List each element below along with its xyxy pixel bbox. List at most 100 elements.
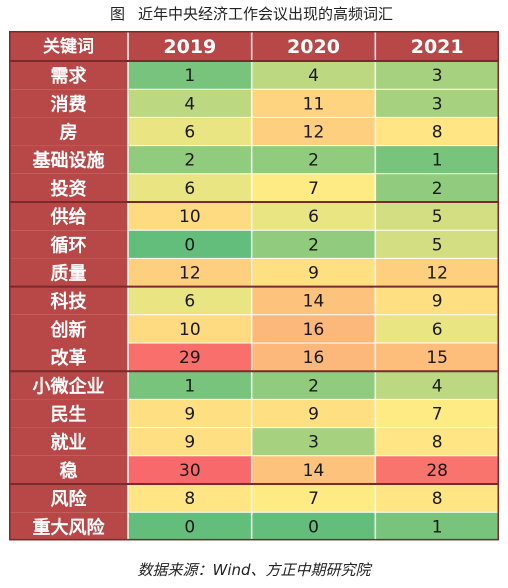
cell-value: 2: [432, 179, 443, 199]
heat-cell: [375, 89, 499, 118]
cell-value: 6: [308, 207, 319, 227]
heat-cell: [375, 117, 499, 146]
keyword-cell-bg: [9, 371, 128, 400]
cell-value: 2: [308, 235, 319, 255]
cell-value: 30: [179, 461, 201, 481]
heat-cell: [251, 427, 376, 456]
cell-value: 9: [308, 405, 319, 425]
cell-value: 3: [308, 433, 319, 453]
keyword-cell-bg: [9, 484, 128, 513]
keyword-label: 房: [60, 122, 78, 144]
keyword-cell-bg: [9, 314, 128, 343]
cell-value: 12: [426, 264, 448, 284]
cell-value: 0: [184, 235, 195, 255]
keyword-label: 稳: [60, 460, 78, 482]
heat-cell: [375, 427, 499, 456]
cell-value: 15: [426, 348, 448, 368]
heat-cell: [251, 399, 376, 428]
cell-value: 5: [432, 207, 443, 227]
cell-value: 7: [308, 179, 319, 199]
keyword-label: 改革: [51, 347, 87, 369]
keyword-cell-bg: [9, 455, 128, 484]
keyword-cell-bg: [9, 145, 128, 174]
cell-value: 2: [308, 151, 319, 171]
cell-value: 6: [184, 179, 195, 199]
heat-cell: [128, 258, 252, 287]
heat-cell: [251, 117, 376, 146]
cell-value: 28: [426, 461, 448, 481]
header-keyword: 关键词: [43, 36, 94, 57]
cell-value: 9: [184, 405, 195, 425]
heat-cell: [251, 484, 376, 513]
keyword-label: 风险: [51, 488, 88, 510]
keyword-cell-bg: [9, 117, 128, 146]
heat-cell: [251, 314, 376, 343]
heat-cell: [251, 230, 376, 259]
cell-value: 1: [184, 376, 195, 396]
heat-cell: [128, 117, 252, 146]
cell-value: 3: [432, 94, 443, 114]
cell-value: 6: [432, 320, 443, 340]
cell-value: 6: [184, 123, 195, 143]
heat-cell: [375, 314, 499, 343]
cell-value: 10: [179, 320, 201, 340]
header-year-2021: 2021: [411, 36, 464, 58]
cell-value: 2: [184, 151, 195, 171]
keyword-label: 科技: [51, 291, 88, 313]
heat-cell: [128, 230, 252, 259]
cell-value: 0: [184, 517, 195, 537]
keyword-cell-bg: [9, 258, 128, 287]
heat-cell: [251, 371, 376, 400]
cell-value: 7: [432, 405, 443, 425]
heat-cell: [375, 173, 499, 202]
heat-cell: [375, 484, 499, 513]
heat-cell: [375, 343, 499, 372]
keyword-label: 民生: [51, 404, 87, 426]
keyword-label: 基础设施: [32, 150, 105, 172]
data-source-note: 数据来源：Wind、方正中期研究院: [137, 561, 371, 579]
heat-cell: [128, 145, 252, 174]
cell-value: 4: [432, 376, 443, 396]
heat-cell: [251, 286, 376, 315]
heat-cell: [128, 314, 252, 343]
heat-cell: [375, 399, 499, 428]
heat-cell: [128, 343, 252, 372]
header-row-bg: [9, 31, 499, 61]
cell-value: 4: [184, 94, 195, 114]
keyword-cell-bg: [9, 427, 128, 456]
keyword-cell-bg: [9, 512, 128, 541]
keyword-cell-bg: [9, 399, 128, 428]
heat-cell: [128, 427, 252, 456]
heat-cell: [375, 371, 499, 400]
keyword-label: 投资: [51, 178, 87, 200]
heat-cell: [251, 455, 376, 484]
cell-value: 1: [432, 517, 443, 537]
keyword-label: 供给: [50, 206, 87, 228]
cell-value: 2: [308, 376, 319, 396]
figure-title: 近年中央经济工作会议出现的高频词汇: [138, 5, 394, 23]
heat-cell: [375, 61, 499, 90]
table-border: [9, 31, 499, 541]
heat-cell: [251, 173, 376, 202]
heat-cell: [251, 343, 376, 372]
cell-value: 16: [303, 348, 325, 368]
heat-cell: [128, 202, 252, 231]
keyword-label: 质量: [51, 263, 87, 285]
keyword-cell-bg: [9, 89, 128, 118]
heat-cell: [375, 230, 499, 259]
keyword-cell-bg: [9, 61, 128, 90]
heat-cell: [128, 455, 252, 484]
header-year-2020: 2020: [287, 36, 340, 58]
cell-value: 12: [179, 264, 201, 284]
keyword-cell-bg: [9, 202, 128, 231]
heat-cell: [251, 145, 376, 174]
heat-cell: [375, 286, 499, 315]
heat-cell: [128, 61, 252, 90]
keyword-cell-bg: [9, 230, 128, 259]
heat-cell: [375, 145, 499, 174]
cell-value: 8: [432, 489, 443, 509]
cell-value: 0: [308, 517, 319, 537]
heat-cell: [128, 173, 252, 202]
heat-cell: [251, 202, 376, 231]
